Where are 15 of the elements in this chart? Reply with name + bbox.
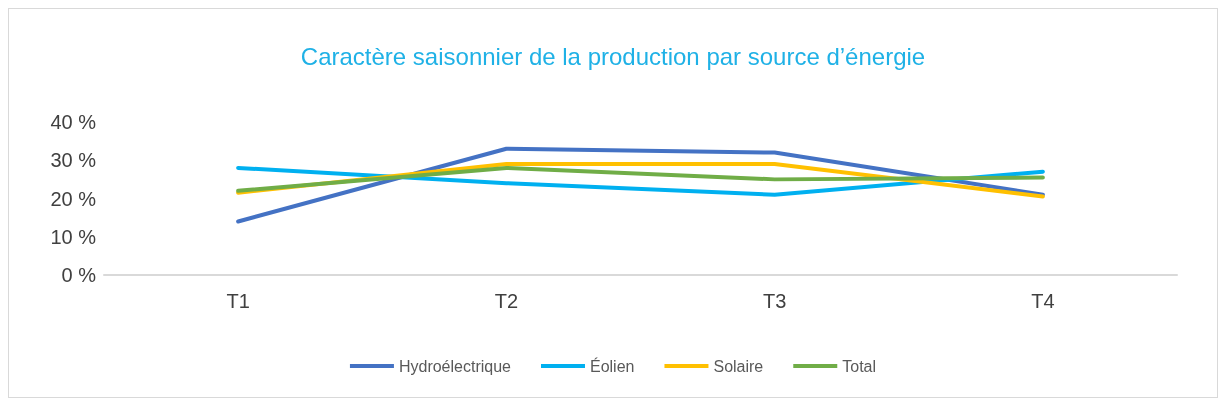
legend-label: Hydroélectrique [398, 357, 512, 375]
line-series [236, 146, 1045, 224]
legend-label: Total [842, 357, 877, 375]
x-tick-label: T3 [762, 290, 787, 312]
y-tick-label: 40 % [50, 111, 97, 133]
legend-label: Éolien [589, 356, 635, 375]
y-tick-label: 10 % [50, 225, 97, 248]
legend-label: Solaire [713, 357, 764, 375]
x-tick-label: T2 [494, 290, 519, 312]
x-tick-label: T1 [226, 290, 250, 312]
x-tick-label: T4 [1031, 290, 1055, 312]
y-tick-label: 0 % [61, 264, 97, 286]
y-tick-label: 30 % [50, 149, 97, 172]
chart-title: Caractère saisonnier de la production par source d’énergie [300, 42, 926, 70]
y-tick-label: 20 % [50, 187, 97, 210]
